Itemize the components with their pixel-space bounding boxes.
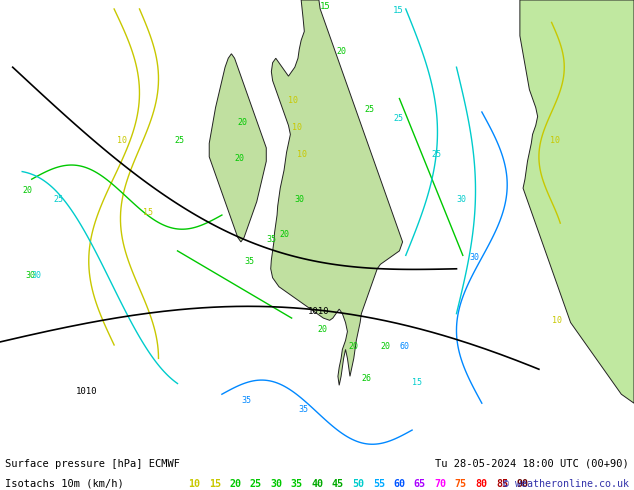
Text: 15: 15 [393, 6, 404, 16]
Polygon shape [271, 0, 403, 385]
Text: 10: 10 [188, 479, 200, 489]
Text: 75: 75 [455, 479, 467, 489]
Text: 15: 15 [412, 378, 422, 387]
Text: 45: 45 [332, 479, 344, 489]
Text: 30: 30 [270, 479, 282, 489]
Text: 20: 20 [235, 154, 245, 163]
Text: 20: 20 [349, 343, 359, 351]
Text: 15: 15 [209, 479, 221, 489]
Text: 25: 25 [174, 136, 184, 146]
Text: 25: 25 [250, 479, 262, 489]
Text: Surface pressure [hPa] ECMWF: Surface pressure [hPa] ECMWF [5, 459, 180, 468]
Text: 50: 50 [353, 479, 365, 489]
Text: 10: 10 [552, 316, 562, 324]
Text: 10: 10 [297, 150, 307, 159]
Text: 25: 25 [54, 195, 64, 204]
Text: © weatheronline.co.uk: © weatheronline.co.uk [503, 479, 629, 489]
Text: 25: 25 [365, 105, 375, 114]
Text: 25: 25 [431, 150, 441, 159]
Text: 35: 35 [241, 396, 251, 405]
Text: 80: 80 [476, 479, 488, 489]
Text: 35: 35 [291, 479, 303, 489]
Text: 20: 20 [238, 119, 248, 127]
Text: 60: 60 [399, 343, 410, 351]
Text: 20: 20 [317, 324, 327, 334]
Text: 1010: 1010 [307, 307, 329, 316]
Text: 20: 20 [336, 47, 346, 56]
Text: 85: 85 [496, 479, 508, 489]
Text: 15: 15 [143, 208, 153, 217]
Text: 10: 10 [288, 96, 299, 105]
Text: 1010: 1010 [76, 387, 98, 396]
Text: 10: 10 [292, 123, 302, 132]
Polygon shape [520, 0, 634, 403]
Text: 35: 35 [298, 405, 308, 414]
Polygon shape [209, 54, 266, 242]
Text: 26: 26 [361, 374, 372, 383]
Text: 20: 20 [279, 230, 289, 240]
Text: 55: 55 [373, 479, 385, 489]
Text: 30: 30 [469, 253, 479, 262]
Text: Tu 28-05-2024 18:00 UTC (00+90): Tu 28-05-2024 18:00 UTC (00+90) [435, 459, 629, 468]
Text: 90: 90 [517, 479, 528, 489]
Text: 20: 20 [22, 186, 32, 195]
Text: Isotachs 10m (km/h): Isotachs 10m (km/h) [5, 479, 124, 489]
Text: 60: 60 [393, 479, 405, 489]
Text: 30: 30 [32, 271, 42, 280]
Text: 30: 30 [25, 271, 36, 280]
Text: 70: 70 [434, 479, 446, 489]
Text: 20: 20 [380, 343, 391, 351]
Text: 35: 35 [244, 257, 254, 267]
Text: 10: 10 [117, 136, 127, 146]
Text: 40: 40 [311, 479, 323, 489]
Text: 30: 30 [456, 195, 467, 204]
Text: 65: 65 [414, 479, 426, 489]
Text: 30: 30 [295, 195, 305, 204]
Text: 15: 15 [320, 2, 331, 11]
Text: 35: 35 [266, 235, 276, 244]
Text: 20: 20 [230, 479, 241, 489]
Text: 25: 25 [393, 114, 403, 123]
Text: 10: 10 [550, 136, 560, 146]
